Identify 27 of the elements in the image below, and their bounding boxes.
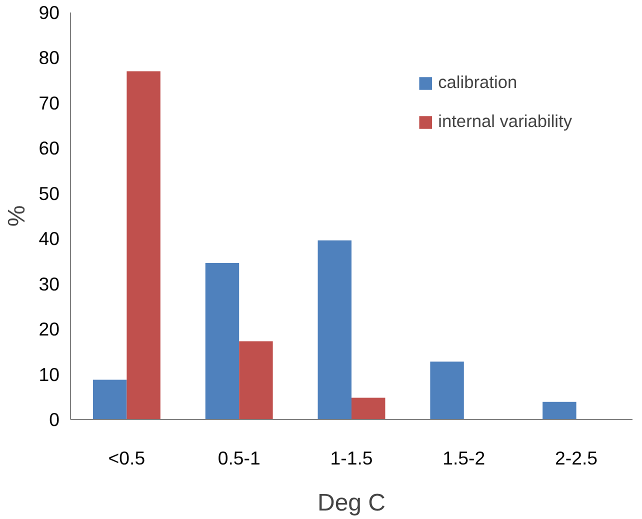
- y-tick-label: 50: [38, 182, 60, 204]
- bar: [430, 362, 464, 420]
- y-tick-label: 20: [38, 318, 60, 340]
- legend-label: internal variability: [438, 111, 572, 132]
- bar: [239, 341, 273, 420]
- y-tick-label: 0: [49, 409, 60, 430]
- bar: [542, 402, 576, 420]
- bar: [352, 398, 386, 420]
- y-tick-label: 30: [38, 273, 60, 294]
- bar: [318, 240, 352, 420]
- bar: [205, 263, 240, 420]
- x-tick-label: <0.5: [108, 448, 146, 468]
- bar: [126, 71, 160, 420]
- x-tick-label: 1-1.5: [330, 448, 373, 468]
- x-tick-label: 0.5-1: [218, 448, 260, 468]
- y-axis-title: %: [4, 205, 31, 227]
- y-tick-label: 60: [38, 138, 60, 159]
- y-tick-label: 70: [38, 92, 60, 114]
- y-tick-label: 40: [38, 228, 60, 250]
- legend-label: calibration: [438, 72, 518, 93]
- x-tick-label: 2-2.5: [555, 448, 598, 468]
- x-axis-title: Deg C: [317, 490, 386, 516]
- y-tick-label: 10: [38, 364, 60, 385]
- bar: [92, 380, 127, 420]
- y-tick-label: 80: [38, 47, 60, 68]
- x-tick-label: 1.5-2: [442, 448, 486, 468]
- y-tick-label: 90: [38, 2, 60, 23]
